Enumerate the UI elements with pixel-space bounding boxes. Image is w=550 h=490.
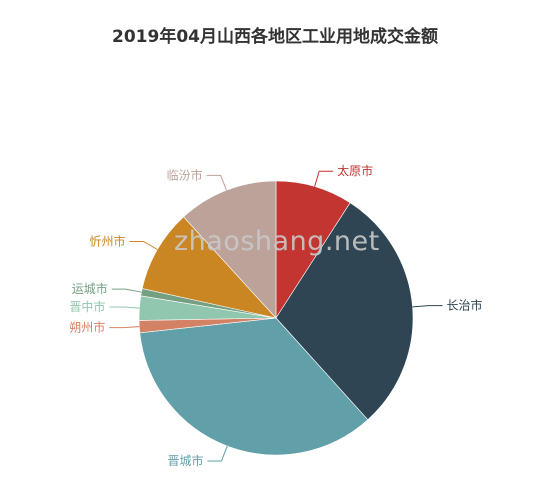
label-line-6 (129, 241, 158, 250)
slice-label-6: 忻州市 (89, 234, 125, 249)
watermark-text: zhaoshang.net (174, 226, 380, 257)
slice-label-1: 长治市 (446, 298, 482, 313)
slice-label-5: 运城市 (72, 281, 108, 296)
slice-label-4: 晋中市 (69, 299, 105, 314)
label-line-0 (314, 170, 334, 187)
pie-slice-1[interactable] (275, 202, 414, 421)
label-line-4 (109, 306, 140, 309)
label-line-7 (206, 174, 227, 191)
chart-title: 2019年04月山西各地区工业用地成交金额 (112, 27, 438, 47)
slice-label-3: 朔州市 (69, 320, 105, 335)
pie-slice-0[interactable] (275, 180, 351, 320)
label-line-2 (207, 445, 228, 462)
label-line-3 (109, 326, 140, 329)
slice-label-2: 晋城市 (167, 453, 203, 468)
pie-slice-2[interactable] (139, 317, 369, 456)
label-line-1 (412, 305, 443, 308)
slice-label-7: 临汾市 (167, 167, 203, 182)
slice-label-0: 太原市 (337, 163, 373, 178)
pie-slice-7[interactable] (183, 180, 277, 319)
pie-slice-6[interactable] (141, 216, 277, 319)
label-line-5 (111, 288, 142, 293)
